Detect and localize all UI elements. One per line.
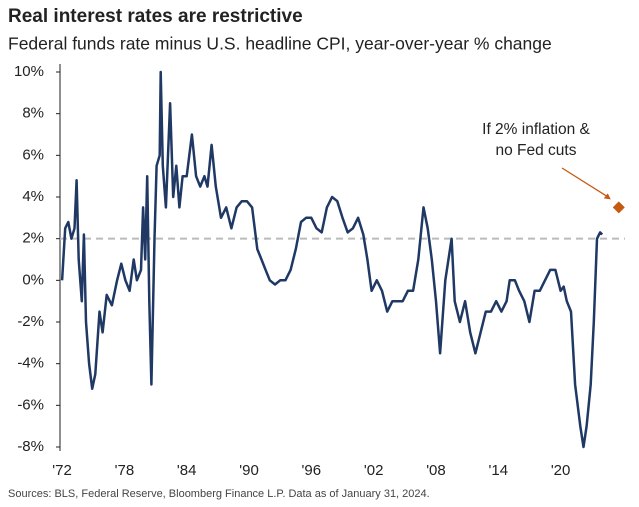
data-line [60, 70, 604, 449]
chart-title: Real interest rates are restrictive [8, 6, 303, 27]
x-tick-label: '20 [551, 462, 571, 479]
y-tick-label: 6% [22, 146, 44, 163]
annotation-text: no Fed cuts [496, 142, 577, 159]
y-tick-label: 2% [22, 230, 44, 247]
x-tick-label: '08 [426, 462, 446, 479]
x-tick-label: '14 [489, 462, 509, 479]
annotation-text: If 2% inflation & [482, 121, 590, 138]
chart-subtitle: Federal funds rate minus U.S. headline C… [8, 34, 552, 54]
x-tick-label: '84 [177, 462, 197, 479]
source-note: Sources: BLS, Federal Reserve, Bloomberg… [8, 488, 430, 500]
x-tick-label: '72 [52, 462, 72, 479]
x-tick-label: '96 [302, 462, 322, 479]
x-tick-label: '78 [115, 462, 135, 479]
y-tick-label: 4% [22, 188, 44, 205]
y-tick-label: 0% [22, 271, 44, 288]
arrow-head [603, 193, 611, 200]
x-tick-label: '02 [364, 462, 384, 479]
y-tick-label: -2% [17, 313, 44, 330]
y-tick-label: -4% [17, 355, 44, 372]
annotation-arrow [561, 167, 610, 198]
y-tick-label: 8% [22, 105, 44, 122]
annotation-point [612, 201, 625, 214]
y-tick-label: -8% [17, 438, 44, 455]
y-tick-label: -6% [17, 396, 44, 413]
y-tick-label: 10% [14, 63, 44, 80]
x-tick-label: '90 [239, 462, 259, 479]
